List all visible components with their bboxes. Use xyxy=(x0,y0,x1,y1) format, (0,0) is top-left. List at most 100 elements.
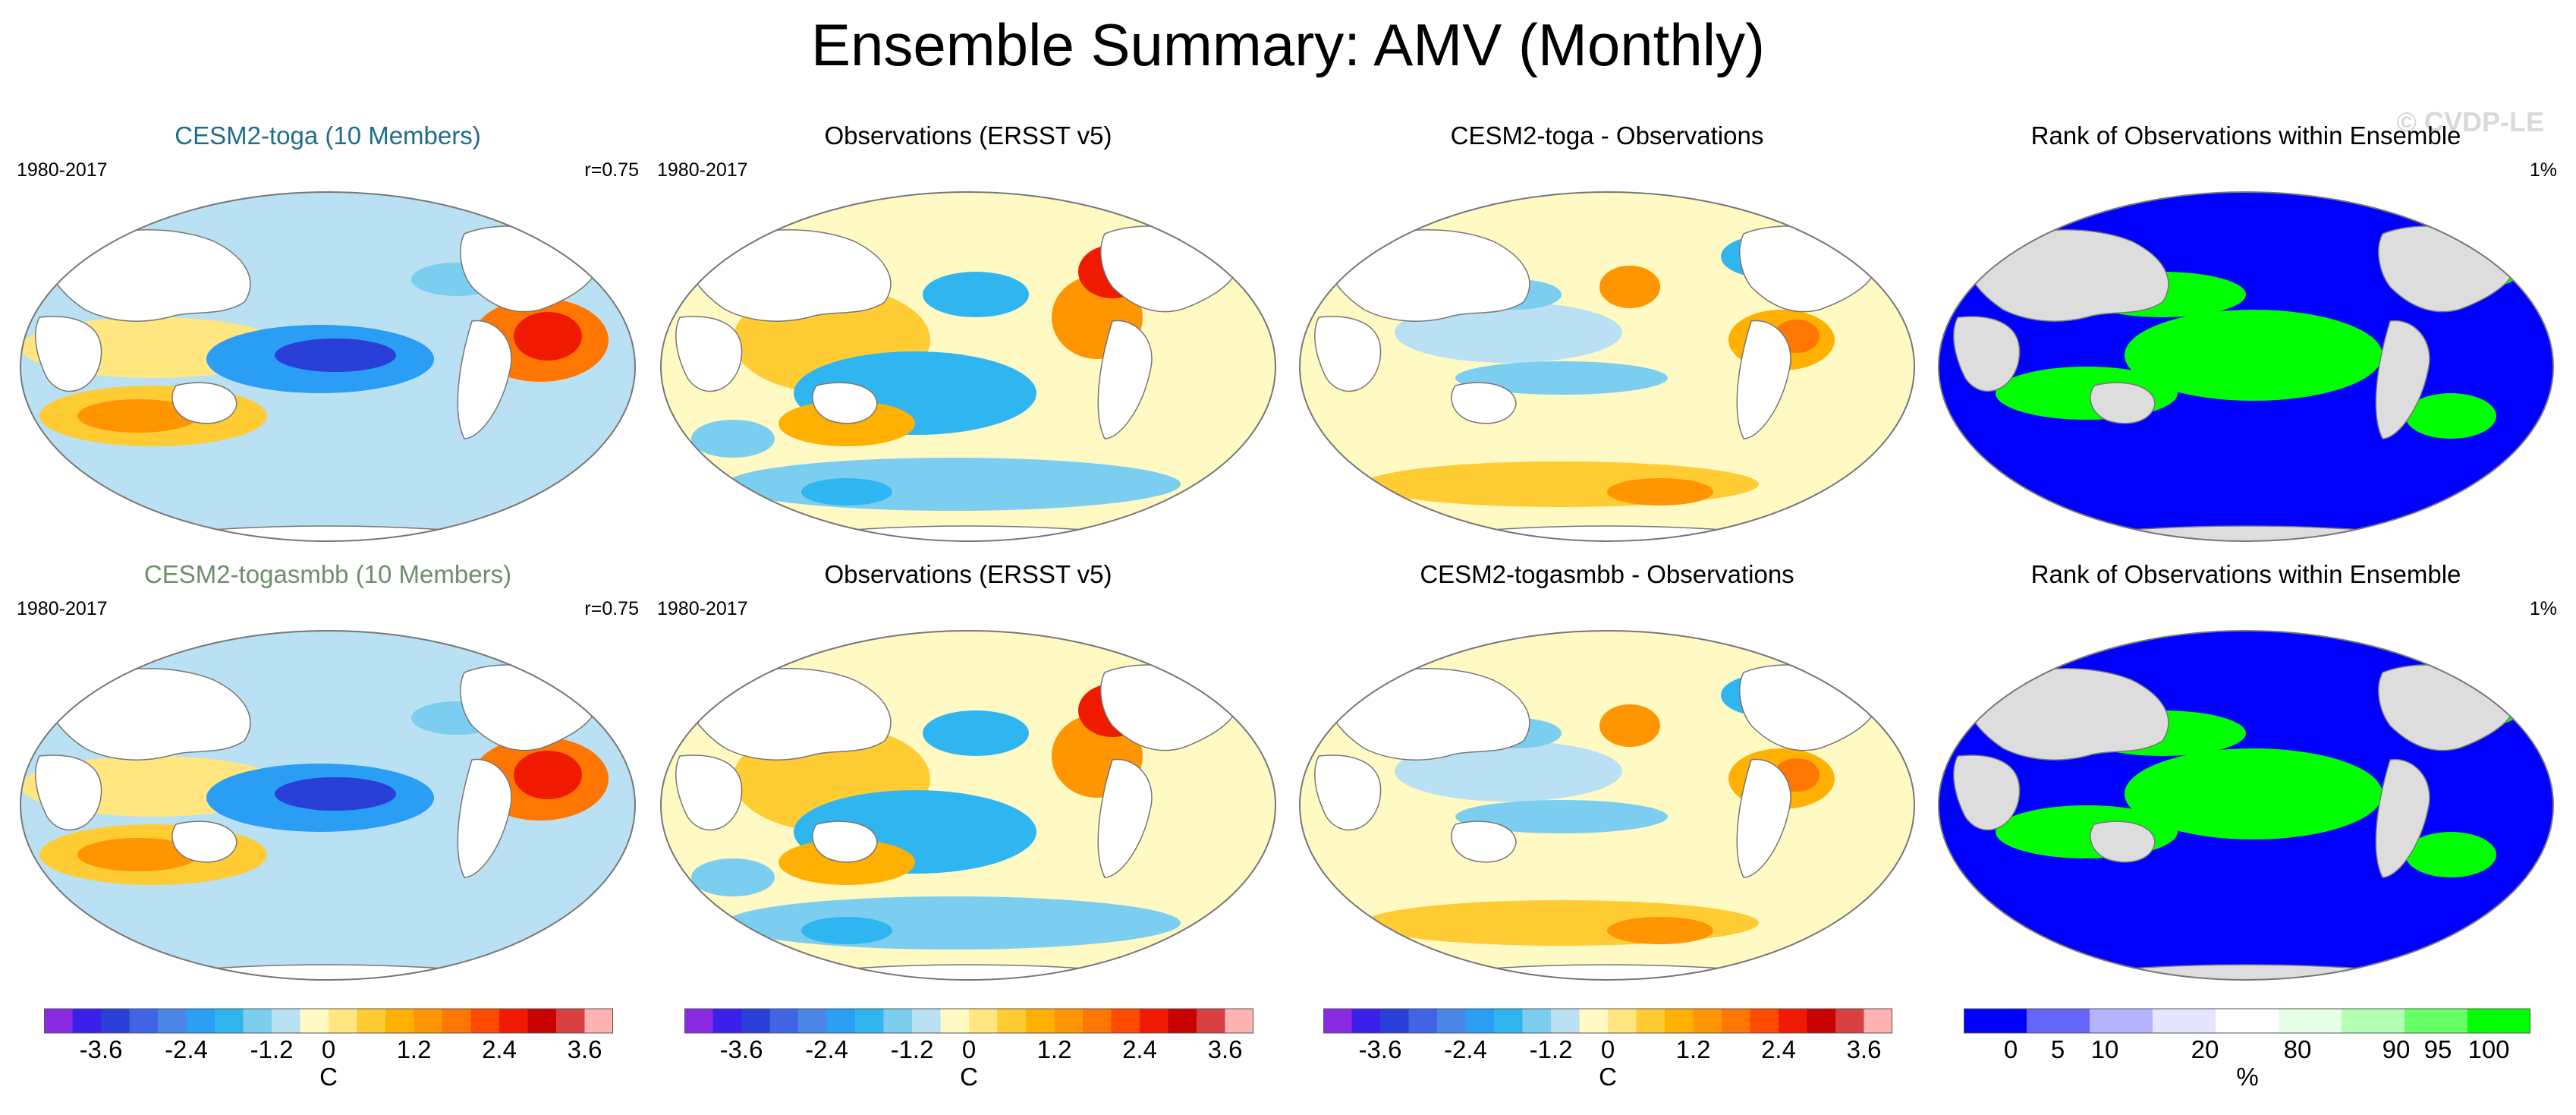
land-mass xyxy=(687,668,892,761)
land-mass xyxy=(675,754,743,831)
colorbar-swatch xyxy=(1722,1009,1750,1033)
field-region xyxy=(1395,741,1622,802)
map-border xyxy=(660,191,1276,542)
map-model-toga xyxy=(20,191,636,542)
land-mass xyxy=(687,229,892,322)
colorbar-unit: % xyxy=(2236,1063,2259,1091)
colorbar-swatch xyxy=(1140,1009,1168,1033)
field-region xyxy=(514,312,582,361)
land-mass xyxy=(812,821,878,863)
colorbar-tick: 0 xyxy=(2003,1035,2018,1063)
colorbar-swatch xyxy=(969,1009,998,1033)
colorbar-swatch xyxy=(1197,1009,1225,1033)
colorbar-unit: C xyxy=(960,1063,978,1091)
colorbar-swatch xyxy=(940,1009,970,1033)
panel-model-toga: CESM2-toga (10 Members) 1980-2017 r=0.75 xyxy=(17,121,639,546)
map-rank-2 xyxy=(1938,630,2554,981)
colorbar-tick: 3.6 xyxy=(1846,1035,1882,1063)
land-mass xyxy=(1326,668,1530,761)
colorbar-swatch xyxy=(499,1009,528,1033)
colorbar-swatch xyxy=(1168,1009,1197,1033)
colorbar-swatch xyxy=(2153,1009,2216,1033)
colorbar-swatch xyxy=(1225,1009,1253,1033)
colorbar-swatch xyxy=(1608,1009,1637,1033)
colorbar-frame xyxy=(44,1008,613,1034)
field-region xyxy=(1599,266,1660,308)
land-mass xyxy=(1314,754,1382,831)
map-field xyxy=(1300,631,1914,980)
land-mass xyxy=(46,229,251,322)
colorbar-swatch xyxy=(2467,1009,2530,1033)
colorbar-swatch xyxy=(2027,1009,2090,1033)
map-diff-togasmbb xyxy=(1299,630,1915,981)
colorbar-tick: 0 xyxy=(961,1035,977,1063)
colorbar-tick: 1.2 xyxy=(1675,1035,1711,1063)
colorbar-swatch xyxy=(1351,1009,1381,1033)
colorbar-swatch xyxy=(684,1009,713,1033)
colorbar-swatch xyxy=(584,1009,613,1033)
field-region xyxy=(801,478,892,506)
colorbar-swatch xyxy=(527,1009,557,1033)
land-mass xyxy=(2090,382,2156,424)
colorbar-swatch xyxy=(1964,1009,2027,1033)
colorbar-swatch xyxy=(1408,1009,1438,1033)
colorbar-tick: -2.4 xyxy=(805,1035,848,1063)
colorbar-tick: 10 xyxy=(2090,1035,2119,1063)
field-region xyxy=(77,919,411,957)
colorbar-swatch xyxy=(1111,1009,1140,1033)
land-mass xyxy=(1097,758,1153,878)
colorbar-swatch xyxy=(186,1009,215,1033)
map-obs-1 xyxy=(660,191,1276,542)
panel-correlation: r=0.75 xyxy=(584,598,639,619)
colorbar-swatch xyxy=(1693,1009,1722,1033)
panel-title: Rank of Observations within Ensemble xyxy=(2030,121,2461,150)
land-mass xyxy=(812,382,878,424)
colorbar-swatch xyxy=(243,1009,272,1033)
colorbar-swatch xyxy=(1083,1009,1112,1033)
colorbar-swatch xyxy=(44,1009,73,1033)
colorbar-swatch xyxy=(556,1009,585,1033)
field-region xyxy=(275,339,396,372)
colorbar-tick: 2.4 xyxy=(482,1035,517,1063)
colorbar-swatch xyxy=(712,1009,742,1033)
colorbar-swatch xyxy=(1494,1009,1523,1033)
field-region xyxy=(725,458,1181,511)
land-mass xyxy=(171,821,237,863)
panel-diff-toga: CESM2-toga - Observations xyxy=(1296,121,1918,546)
panel-rank-1: Rank of Observations within Ensemble 1% xyxy=(1935,121,2557,546)
field-region xyxy=(801,917,892,944)
colorbar-swatch xyxy=(1636,1009,1665,1033)
colorbar-swatch xyxy=(414,1009,443,1033)
colorbar-tick: 0 xyxy=(321,1035,336,1063)
colorbar-tick: -1.2 xyxy=(1529,1035,1573,1063)
colorbar-swatch xyxy=(1522,1009,1552,1033)
colorbar-temp-2: -3.6 -2.4 -1.2 0 1.2 2.4 3.6 C xyxy=(684,1008,1253,1091)
colorbar-swatch xyxy=(1579,1009,1609,1033)
panel-rank-2: Rank of Observations within Ensemble 1% xyxy=(1935,560,2557,985)
colorbar-swatch xyxy=(300,1009,329,1033)
colorbar-ticks: -3.6 -2.4 -1.2 0 1.2 2.4 3.6 xyxy=(684,1034,1253,1064)
colorbar-swatches xyxy=(684,1008,1253,1034)
map-field xyxy=(20,192,635,541)
field-region xyxy=(1607,917,1713,944)
map-border xyxy=(660,630,1276,981)
colorbar-swatch xyxy=(769,1009,799,1033)
land-mass xyxy=(46,668,251,761)
colorbar-swatch xyxy=(129,1009,159,1033)
colorbar-swatch xyxy=(470,1009,500,1033)
map-diff-toga xyxy=(1299,191,1915,542)
land-mass xyxy=(1097,320,1153,439)
colorbar-tick: 3.6 xyxy=(567,1035,602,1063)
colorbar-swatch xyxy=(883,1009,913,1033)
field-region xyxy=(2405,832,2496,877)
field-region xyxy=(1395,302,1622,363)
colorbar-swatch xyxy=(329,1009,357,1033)
land-mass xyxy=(457,758,512,878)
colorbar-swatch xyxy=(442,1009,471,1033)
map-rank-1 xyxy=(1938,191,2554,542)
map-field xyxy=(1939,631,2553,980)
colorbar-swatch xyxy=(1026,1009,1055,1033)
panel-period: 1980-2017 xyxy=(17,159,108,181)
land-mass xyxy=(1451,821,1517,863)
field-region xyxy=(1607,478,1713,506)
